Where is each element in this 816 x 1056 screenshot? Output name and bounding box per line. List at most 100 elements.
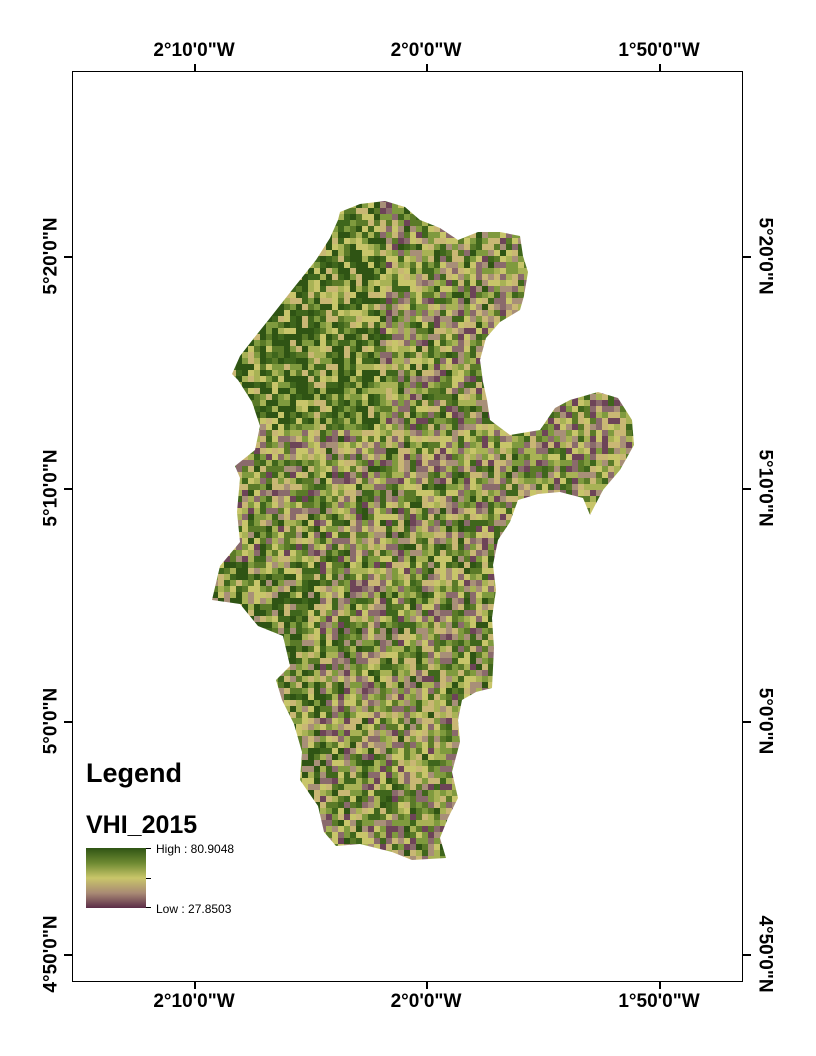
raster-cell	[434, 364, 440, 370]
raster-cell	[422, 298, 428, 304]
raster-cell	[230, 346, 236, 352]
raster-cell	[380, 496, 386, 502]
raster-cell	[242, 201, 248, 202]
raster-cell	[500, 544, 506, 550]
raster-cell	[272, 370, 278, 376]
raster-cell	[380, 310, 386, 316]
raster-cell	[248, 352, 254, 358]
raster-cell	[356, 580, 362, 586]
raster-cell	[518, 508, 524, 514]
raster-cell	[602, 430, 608, 436]
raster-cell	[362, 394, 368, 400]
raster-cell	[422, 562, 428, 568]
raster-cell	[638, 592, 644, 598]
raster-cell	[404, 201, 410, 202]
raster-cell	[506, 526, 512, 532]
raster-cell	[356, 508, 362, 514]
raster-cell	[446, 574, 452, 580]
raster-cell	[584, 526, 590, 532]
raster-cell	[602, 328, 608, 334]
raster-cell	[326, 556, 332, 562]
raster-cell	[422, 250, 428, 256]
raster-cell	[614, 274, 620, 280]
raster-cell	[548, 538, 554, 544]
raster-cell	[392, 280, 398, 286]
raster-cell	[632, 418, 634, 424]
raster-cell	[380, 286, 386, 292]
raster-cell	[638, 454, 644, 460]
raster-cell	[212, 436, 218, 442]
raster-cell	[626, 568, 632, 574]
raster-cell	[296, 484, 302, 490]
raster-cell	[512, 436, 518, 442]
raster-cell	[242, 280, 248, 286]
raster-cell	[524, 574, 530, 580]
raster-cell	[374, 568, 380, 574]
raster-cell	[470, 472, 476, 478]
raster-cell	[290, 532, 296, 538]
raster-cell	[320, 598, 326, 604]
raster-cell	[536, 568, 542, 574]
raster-cell	[248, 370, 254, 376]
raster-cell	[218, 346, 224, 352]
raster-cell	[224, 424, 230, 430]
raster-cell	[404, 388, 410, 394]
raster-cell	[584, 520, 590, 526]
raster-cell	[326, 544, 332, 550]
raster-cell	[272, 346, 278, 352]
raster-cell	[398, 334, 404, 340]
raster-cell	[362, 382, 368, 388]
raster-cell	[452, 376, 458, 382]
raster-cell	[308, 286, 314, 292]
raster-cell	[302, 304, 308, 310]
raster-cell	[266, 580, 272, 586]
raster-cell	[614, 574, 620, 580]
raster-cell	[272, 544, 278, 550]
raster-cell	[602, 418, 608, 424]
raster-cell	[518, 568, 524, 574]
raster-cell	[206, 532, 212, 538]
raster-cell	[530, 346, 536, 352]
raster-cell	[470, 568, 476, 574]
raster-cell	[266, 568, 272, 574]
raster-cell	[620, 400, 626, 406]
raster-cell	[560, 580, 566, 586]
raster-cell	[476, 448, 482, 454]
raster-cell	[272, 448, 278, 454]
raster-cell	[620, 244, 626, 250]
raster-cell	[632, 526, 634, 532]
raster-cell	[464, 201, 470, 202]
raster-cell	[266, 250, 272, 256]
raster-cell	[518, 316, 524, 322]
raster-cell	[392, 364, 398, 370]
raster-cell	[230, 592, 236, 598]
raster-cell	[554, 592, 560, 598]
raster-cell	[326, 364, 332, 370]
raster-cell	[458, 202, 464, 208]
raster-cell	[542, 436, 548, 442]
raster-cell	[536, 520, 542, 526]
raster-cell	[404, 508, 410, 514]
raster-cell	[314, 262, 320, 268]
raster-cell	[242, 544, 248, 550]
raster-cell	[458, 538, 464, 544]
raster-cell	[380, 388, 386, 394]
raster-cell	[278, 592, 284, 598]
raster-cell	[212, 304, 218, 310]
raster-cell	[314, 328, 320, 334]
raster-cell	[224, 292, 230, 298]
raster-cell	[410, 352, 416, 358]
raster-cell	[482, 364, 488, 370]
raster-cell	[440, 280, 446, 286]
raster-cell	[590, 598, 596, 604]
raster-cell	[320, 370, 326, 376]
raster-cell	[620, 268, 626, 274]
raster-cell	[434, 208, 440, 214]
raster-cell	[362, 574, 368, 580]
raster-cell	[458, 358, 464, 364]
raster-cell	[446, 280, 452, 286]
raster-cell	[464, 376, 470, 382]
raster-cell	[380, 226, 386, 232]
raster-cell	[260, 406, 266, 412]
raster-cell	[512, 238, 518, 244]
